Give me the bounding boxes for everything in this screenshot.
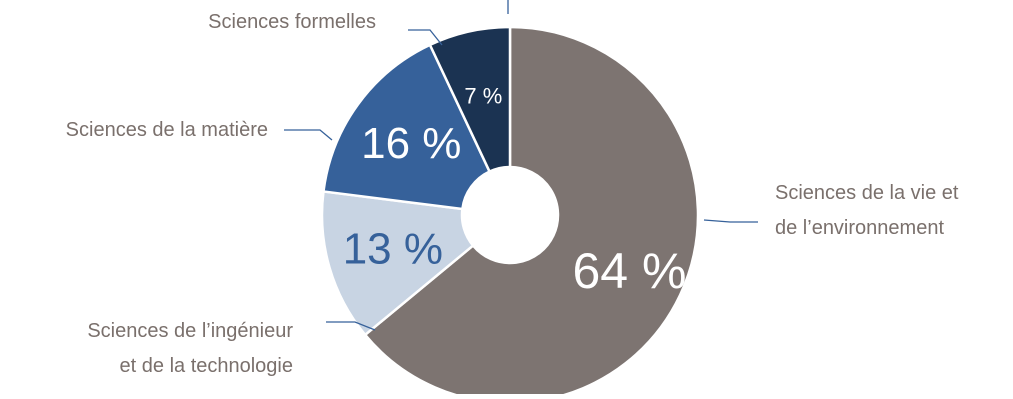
leader-line-matiere — [284, 129, 333, 141]
labels-layer: 64 % 13 % 16 %7 % Sciences de la vie et de l… — [66, 11, 959, 377]
category-label-vie-environnement: Sciences de la vie et — [775, 182, 959, 204]
value-label-formelles: 7 % — [464, 83, 502, 108]
value-label-vie-environnement: 64 % — [572, 243, 686, 299]
category-label-ingenieur-technologie: Sciences de l’ingénieur — [87, 320, 293, 342]
leader-line-formelles — [408, 29, 443, 46]
leader-lines-layer — [284, 0, 758, 331]
slice-ingenieur-technologie — [320, 190, 475, 337]
value-label-ingenieur-technologie: 13 % — [343, 225, 443, 274]
category-label-vie-environnement-line2: de l’environnement — [775, 217, 944, 239]
leader-line-vie-environnement — [703, 219, 758, 223]
category-label-ingenieur-technologie-line2: et de la technologie — [120, 355, 293, 377]
leader-line-ingenieur-technologie — [326, 321, 376, 331]
value-label-matiere: 16 % — [361, 119, 461, 168]
category-label-matiere: Sciences de la matière — [66, 119, 268, 141]
slices-layer — [320, 25, 700, 399]
category-label-formelles: Sciences formelles — [208, 11, 376, 33]
slice-vie-environnement — [363, 25, 700, 399]
slice-formelles — [428, 25, 512, 174]
